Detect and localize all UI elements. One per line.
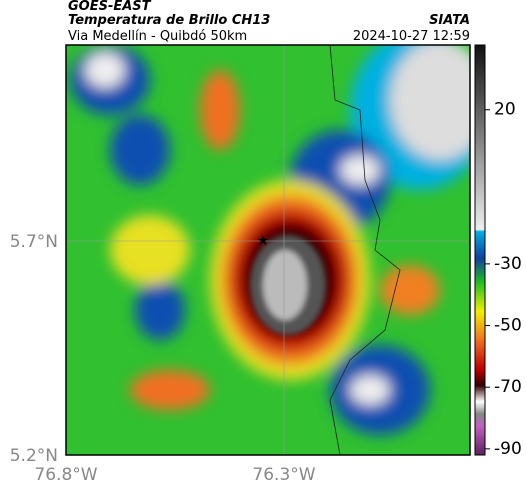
- lat-label: 5.2°N: [10, 446, 58, 466]
- source: GOES-EAST: [68, 0, 152, 14]
- title: Temperatura de Brillo CH13: [68, 13, 270, 28]
- satellite-image: ★: [66, 45, 470, 455]
- colorbar-tick-label: -90: [494, 439, 522, 459]
- colorbar-tick-label: -50: [494, 316, 522, 336]
- lon-label: 76.8°W: [34, 465, 97, 485]
- colorbar-scale: [474, 44, 486, 456]
- lon-label: 76.3°W: [252, 465, 315, 485]
- lat-label: 5.7°N: [10, 232, 58, 252]
- location-marker: ★: [257, 233, 270, 249]
- colorbar-tick-label: 20: [494, 100, 516, 120]
- datetime: 2024-10-27 12:59: [353, 29, 470, 44]
- colorbar-tick-label: -70: [494, 377, 522, 397]
- subtitle: Via Medellín - Quibdó 50km: [68, 29, 247, 44]
- agency: SIATA: [429, 13, 470, 28]
- map-frame: [65, 44, 471, 456]
- colorbar: 20 -30 -50 -70 -90: [474, 44, 522, 459]
- colorbar-tick-label: -30: [494, 254, 522, 274]
